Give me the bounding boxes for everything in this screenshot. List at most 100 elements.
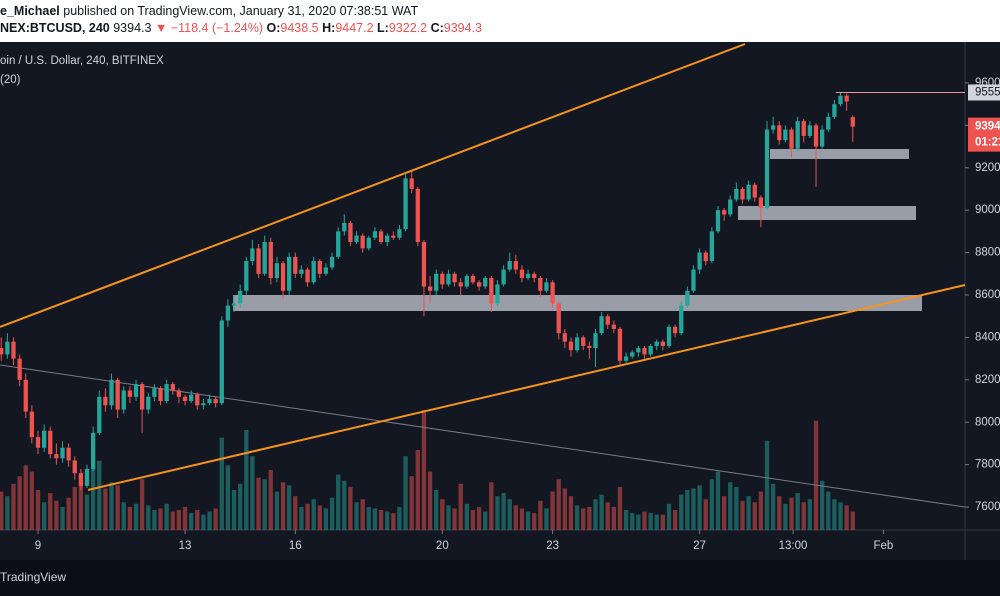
candle-body <box>35 437 41 448</box>
candle-body <box>207 398 212 404</box>
volume-bar <box>11 483 16 530</box>
zone <box>738 206 916 220</box>
candle-body <box>409 178 414 189</box>
candle-body <box>97 396 102 433</box>
volume-bar <box>360 499 365 530</box>
candle-body <box>201 403 206 406</box>
candle-body <box>844 95 849 102</box>
volume-bar <box>84 494 90 530</box>
x-tick-label: 16 <box>289 540 302 552</box>
candle-body <box>268 241 273 279</box>
channel <box>0 43 966 491</box>
volume-bar <box>0 491 4 530</box>
volume-bar <box>90 466 96 530</box>
volume-bar <box>721 496 727 530</box>
volume-bar <box>293 496 298 530</box>
volume-bar <box>219 437 224 530</box>
candle-body <box>562 333 567 342</box>
volume-bar <box>409 476 414 530</box>
candle-body <box>544 282 549 291</box>
candle-body <box>0 348 4 355</box>
publish-line: e_Michael published on TradingView.com, … <box>0 4 418 18</box>
footer-bg <box>0 560 1000 596</box>
volume-bar <box>623 510 629 530</box>
candle-body <box>721 210 727 215</box>
volume-bar <box>715 471 721 530</box>
candle-body <box>630 352 635 357</box>
y-tick-label: 9000 <box>975 204 1000 216</box>
volume-bar <box>299 506 304 530</box>
candle-body <box>783 129 788 141</box>
volume-bar <box>176 510 182 530</box>
candle-body <box>329 256 335 268</box>
y-tick-label: 8600 <box>975 289 1000 301</box>
candle-body <box>256 248 261 274</box>
candle-body <box>826 116 831 130</box>
volume-bar <box>758 491 764 530</box>
volume-bar <box>109 482 114 530</box>
x-tick-label: 9 <box>35 540 41 552</box>
volume-bar <box>366 506 371 530</box>
volume-bar <box>23 465 28 530</box>
candle-body <box>489 278 494 304</box>
y-tick-label: 8400 <box>975 331 1000 343</box>
volume-bar <box>317 505 322 530</box>
volume-bar <box>630 513 635 530</box>
candle-body <box>611 324 617 329</box>
candle-body <box>813 125 819 147</box>
volume-bar <box>826 491 831 530</box>
candle-body <box>464 275 469 287</box>
candle-body <box>385 235 390 242</box>
volume-bar <box>452 508 457 530</box>
volume-bar <box>121 502 126 530</box>
candle-body <box>770 125 776 130</box>
volume-bar <box>207 511 212 530</box>
volume-bar <box>323 508 329 530</box>
candle-body <box>605 316 610 325</box>
candle-body <box>323 267 329 274</box>
candle-body <box>715 210 721 232</box>
volume-bar <box>127 506 133 530</box>
candle-body <box>758 197 764 209</box>
volume-bar <box>342 480 347 530</box>
volume-bar <box>311 499 316 530</box>
volume-bar <box>348 486 353 530</box>
candle-body <box>127 390 133 397</box>
candle-body <box>648 345 653 355</box>
candle-body <box>660 341 666 346</box>
candle-body <box>170 384 175 391</box>
volume-bar <box>562 488 567 530</box>
candle-body <box>697 252 702 270</box>
volume-bar <box>458 483 463 530</box>
ohlc-label: C: <box>430 21 444 35</box>
candle-body <box>740 188 745 200</box>
chart-title: oin / U.S. Dollar, 240, BITFINEX <box>0 55 164 67</box>
volume-bar <box>777 496 782 530</box>
ohlc-value: 9438.5 <box>280 21 319 35</box>
candle-body <box>709 231 715 262</box>
volume-bar <box>654 514 659 530</box>
volume-bar <box>838 502 843 530</box>
symbol-line: NEX:BTCUSD, 240 9394.3 ▼ −118.4 (−1.24%)… <box>0 21 482 35</box>
candle-body <box>139 384 145 410</box>
candle-body <box>691 269 696 291</box>
volume-bar <box>66 497 71 530</box>
volume-bar <box>703 499 708 530</box>
volume-bar <box>164 503 169 530</box>
volume-bar <box>697 485 702 530</box>
volume-bar <box>440 499 445 530</box>
volume-bar <box>495 496 500 530</box>
volume-bar <box>5 496 10 530</box>
volume-bar <box>556 479 561 530</box>
volume-bar <box>182 506 188 530</box>
candle-body <box>403 178 408 230</box>
candle-body <box>764 129 770 209</box>
last-tag: 9394 <box>975 121 1000 133</box>
candle-body <box>483 278 488 287</box>
volume-bar <box>139 479 145 530</box>
candle-body <box>158 388 163 402</box>
volume-bar <box>685 490 690 530</box>
high-tag: 9555 <box>975 87 1000 99</box>
volume-bar <box>17 476 22 530</box>
